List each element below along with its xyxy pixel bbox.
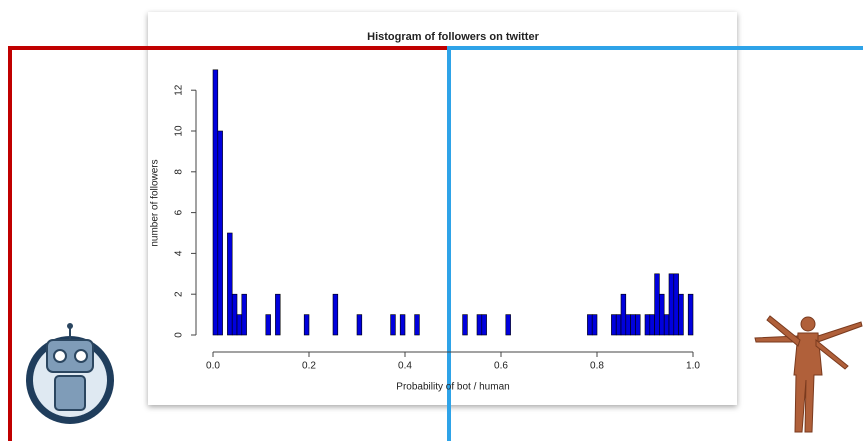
y-tick-label: 4	[174, 250, 185, 256]
y-axis-title: number of followers	[150, 159, 161, 246]
bar	[227, 233, 232, 335]
human-figure	[755, 316, 862, 432]
bar	[664, 315, 669, 335]
bar	[621, 294, 626, 335]
y-tick-label: 6	[174, 209, 185, 215]
bar	[218, 131, 223, 335]
bar	[275, 294, 280, 335]
bar	[391, 315, 396, 335]
x-tick-label: 0.2	[302, 361, 316, 372]
bar	[645, 315, 650, 335]
bar	[635, 315, 640, 335]
bar	[232, 294, 237, 335]
bar	[688, 294, 693, 335]
bar	[477, 315, 482, 335]
bar	[592, 315, 597, 335]
bar	[674, 274, 679, 335]
bar	[650, 315, 655, 335]
bar	[616, 315, 621, 335]
bar	[482, 315, 487, 335]
bar	[333, 294, 338, 335]
bar	[400, 315, 405, 335]
bar	[213, 70, 218, 335]
bar	[655, 274, 660, 335]
chart-card	[148, 12, 737, 405]
bar	[415, 315, 420, 335]
bar	[304, 315, 309, 335]
bar	[679, 294, 684, 335]
bar	[237, 315, 242, 335]
robot-icon	[26, 323, 114, 424]
bar	[631, 315, 636, 335]
screenshot: Histogram of followers on twitter Probab…	[0, 0, 863, 441]
bar	[669, 274, 674, 335]
x-axis-title: Probability of bot / human	[396, 382, 509, 393]
bar	[463, 315, 468, 335]
x-tick-label: 0.8	[590, 361, 604, 372]
x-tick-label: 1.0	[686, 361, 700, 372]
bar	[587, 315, 592, 335]
bar	[626, 315, 631, 335]
x-tick-label: 0.0	[206, 361, 220, 372]
y-tick-label: 8	[174, 169, 185, 175]
bar	[611, 315, 616, 335]
bar	[357, 315, 362, 335]
y-tick-label: 2	[174, 291, 185, 297]
x-tick-label: 0.6	[494, 361, 508, 372]
y-tick-label: 12	[174, 84, 185, 96]
y-tick-label: 10	[174, 125, 185, 137]
bar	[242, 294, 247, 335]
x-tick-label: 0.4	[398, 361, 412, 372]
bar	[659, 294, 664, 335]
bar	[506, 315, 511, 335]
chart-title: Histogram of followers on twitter	[367, 31, 539, 43]
y-tick-label: 0	[174, 332, 185, 338]
bar	[266, 315, 271, 335]
